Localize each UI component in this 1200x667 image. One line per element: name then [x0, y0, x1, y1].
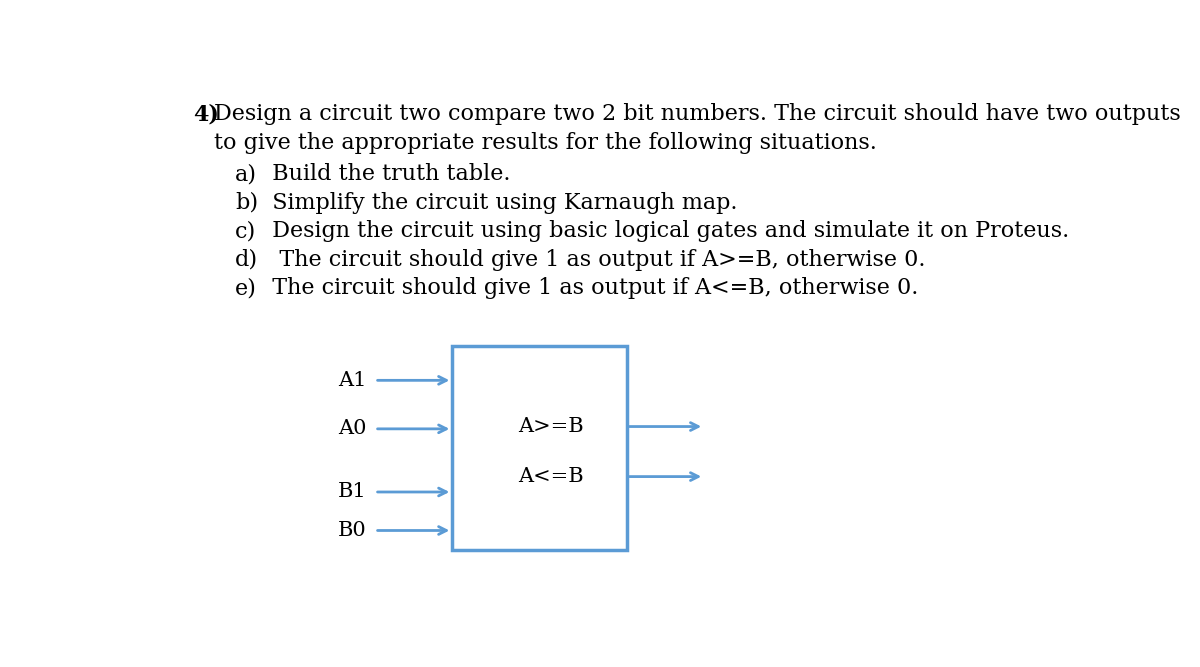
Text: Build the truth table.: Build the truth table. [258, 163, 511, 185]
Text: b): b) [235, 191, 258, 213]
Text: The circuit should give 1 as output if A<=B, otherwise 0.: The circuit should give 1 as output if A… [258, 277, 919, 299]
Text: Simplify the circuit using Karnaugh map.: Simplify the circuit using Karnaugh map. [258, 191, 738, 213]
Text: A1: A1 [338, 371, 367, 390]
Text: e): e) [235, 277, 257, 299]
Text: B1: B1 [338, 482, 367, 502]
Text: c): c) [235, 220, 257, 242]
Text: A0: A0 [338, 420, 367, 438]
Text: d): d) [235, 249, 258, 271]
Text: The circuit should give 1 as output if A>=B, otherwise 0.: The circuit should give 1 as output if A… [258, 249, 926, 271]
Bar [452, 346, 626, 550]
Text: A<=B: A<=B [518, 467, 584, 486]
Text: a): a) [235, 163, 257, 185]
Text: Design the circuit using basic logical gates and simulate it on Proteus.: Design the circuit using basic logical g… [258, 220, 1069, 242]
Text: B0: B0 [338, 521, 367, 540]
Text: A>=B: A>=B [518, 417, 584, 436]
Text: to give the appropriate results for the following situations.: to give the appropriate results for the … [214, 131, 876, 153]
Text: 4): 4) [193, 103, 218, 125]
Text: Design a circuit two compare two 2 bit numbers. The circuit should have two outp: Design a circuit two compare two 2 bit n… [214, 103, 1181, 125]
